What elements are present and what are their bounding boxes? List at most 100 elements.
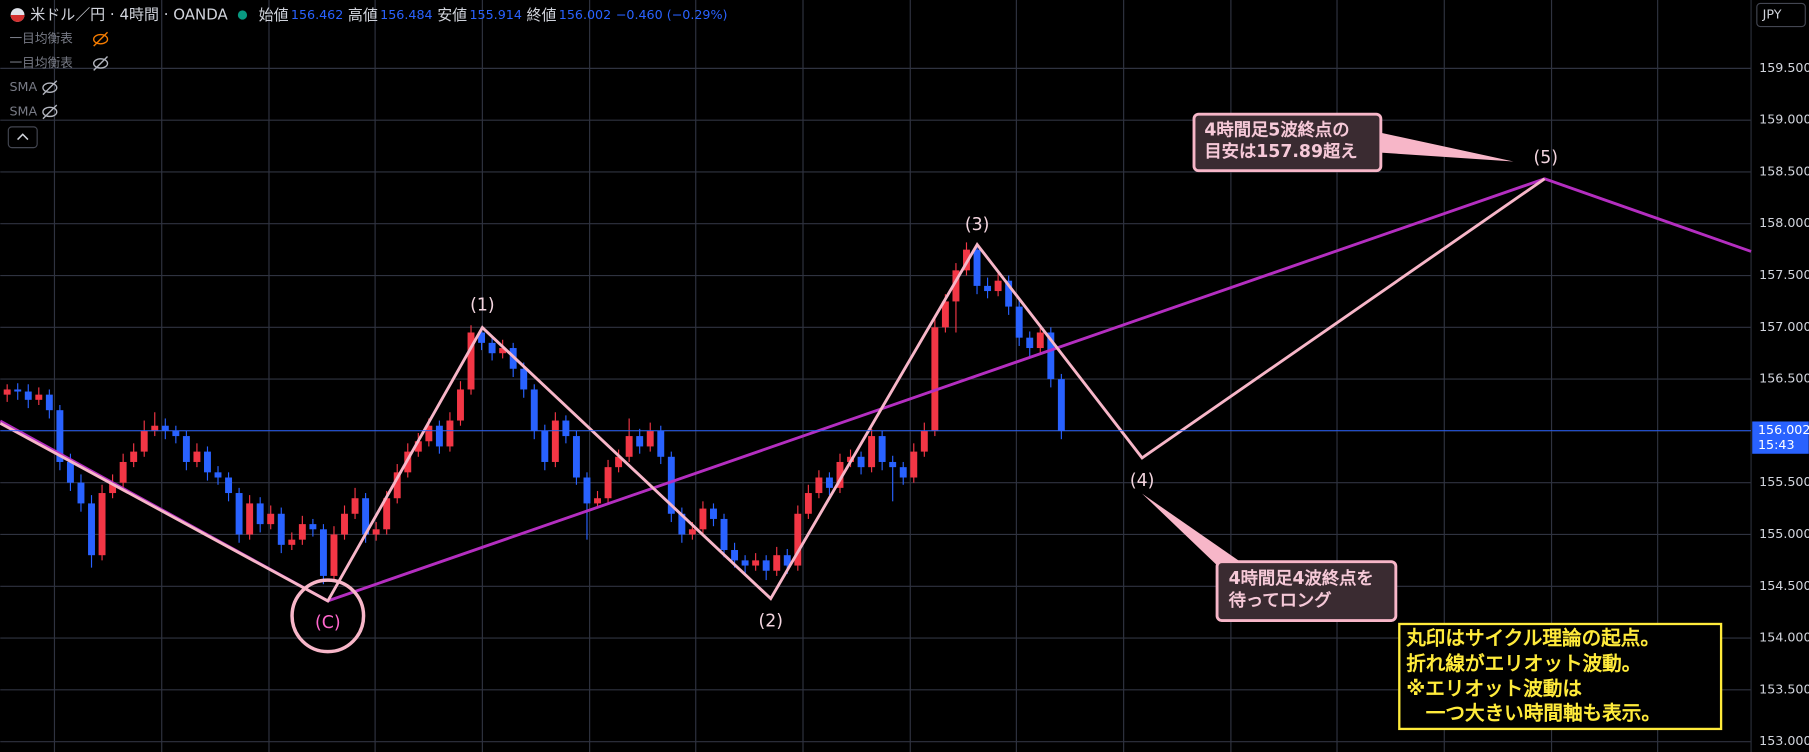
y-tick-label: 156.500 [1759, 371, 1809, 386]
candle-body [98, 493, 106, 556]
collapse-button[interactable] [7, 126, 38, 149]
wave-label: (2) [758, 612, 783, 632]
indicator-name[interactable]: SMA [9, 79, 37, 94]
currency-label[interactable]: JPY [1762, 6, 1782, 21]
vertical-grid [53, 0, 1659, 752]
y-tick-label: 154.000 [1759, 630, 1809, 645]
candle-body [372, 529, 380, 535]
indicator-name[interactable]: 一目均衡表 [9, 55, 73, 70]
candle-body [193, 451, 201, 462]
candle-body [309, 524, 317, 530]
candle-body [256, 503, 264, 525]
candle-body [277, 513, 285, 545]
elliott-wave [0, 177, 1546, 603]
cycle-start-circle [290, 578, 366, 654]
candle-body [14, 389, 22, 392]
candle-body [941, 301, 949, 328]
ohlc-label: 高値 [348, 5, 378, 23]
callout-box [1215, 560, 1398, 622]
candle-body [130, 451, 138, 462]
candle-body [225, 477, 233, 494]
y-tick-label: 158.500 [1759, 163, 1809, 178]
candle-body [214, 472, 222, 478]
candle-body [478, 332, 486, 343]
candle-body [182, 436, 190, 462]
candle-body [794, 513, 802, 566]
candle-body [446, 420, 454, 447]
candle-body [984, 285, 992, 292]
candle-body [910, 451, 918, 478]
candle-body [140, 430, 148, 452]
candle-body [625, 436, 633, 457]
callout-text: 4時間足4波終点を [1229, 568, 1374, 589]
candle-body [551, 420, 559, 462]
candle-body [783, 555, 791, 566]
indicator-name[interactable]: 一目均衡表 [9, 31, 73, 46]
candle-body [45, 394, 53, 411]
note-box [1398, 622, 1723, 731]
candle-body [836, 461, 844, 488]
candle-body [583, 477, 591, 504]
candle-body [899, 467, 907, 478]
candle-body [172, 430, 180, 437]
symbol-title[interactable]: 米ドル／円 · 4時間 · OANDA [30, 5, 228, 23]
candle-body [1036, 332, 1044, 349]
candle-body [1057, 379, 1065, 431]
wave-label: (5) [1534, 148, 1559, 168]
candle-body [341, 513, 348, 535]
note-text: 丸印はサイクル理論の起点。 [1405, 626, 1660, 649]
candle-body [741, 560, 749, 566]
candle-body [994, 280, 1002, 292]
callout-text: 待ってロング [1229, 590, 1333, 611]
indicator-name[interactable]: SMA [9, 103, 37, 118]
candle-body [1026, 337, 1034, 349]
y-tick-label: 158.000 [1759, 215, 1809, 230]
wave-label: (3) [965, 215, 990, 235]
candle-body [657, 430, 665, 457]
candle-body [920, 430, 928, 452]
price-axis: 153.000 153.500 154.000 154.500 155.000 155.5… [1759, 60, 1809, 748]
candle-body [1047, 332, 1055, 380]
candle-body [562, 420, 570, 437]
candle-body [825, 477, 833, 488]
callout-text: 目安は157.89超え [1204, 141, 1357, 162]
candle-body [319, 529, 327, 576]
candle-body [710, 508, 717, 519]
last-price-label: 156.002 [1758, 422, 1809, 437]
candle-body [752, 560, 760, 566]
candle-body [973, 249, 981, 286]
candle-body [77, 482, 85, 504]
candle-body [636, 436, 644, 447]
candle-body [383, 498, 391, 530]
candle-body [66, 461, 74, 483]
candle-body [330, 534, 338, 576]
candle-body [541, 430, 549, 462]
wave-label: (4) [1130, 471, 1155, 491]
y-tick-label: 153.500 [1759, 681, 1809, 696]
candle-body [594, 498, 601, 504]
candle-body [720, 518, 728, 551]
candle-body [931, 327, 939, 431]
ohlc-value: 156.484 [380, 6, 432, 21]
candle-body [731, 550, 739, 561]
market-status [237, 10, 248, 20]
wave-label: (1) [470, 296, 495, 316]
candle-body [878, 436, 886, 462]
candle-body [604, 467, 612, 499]
candle-body [488, 342, 496, 354]
candle-body [362, 498, 370, 535]
candle-body [773, 555, 781, 571]
candle-body [889, 461, 897, 468]
candle-body [267, 513, 275, 525]
hidden-icons[interactable] [42, 31, 109, 120]
note-text: 折れ線がエリオット波動。 [1406, 652, 1641, 675]
candles [3, 242, 1065, 585]
last-price-tag [1752, 421, 1809, 454]
candle-body [56, 410, 64, 462]
currency-button[interactable] [1756, 2, 1806, 28]
candle-body [35, 394, 43, 400]
callout-pointer [1142, 493, 1244, 569]
candle-body [235, 493, 243, 535]
candle-body [530, 389, 538, 431]
